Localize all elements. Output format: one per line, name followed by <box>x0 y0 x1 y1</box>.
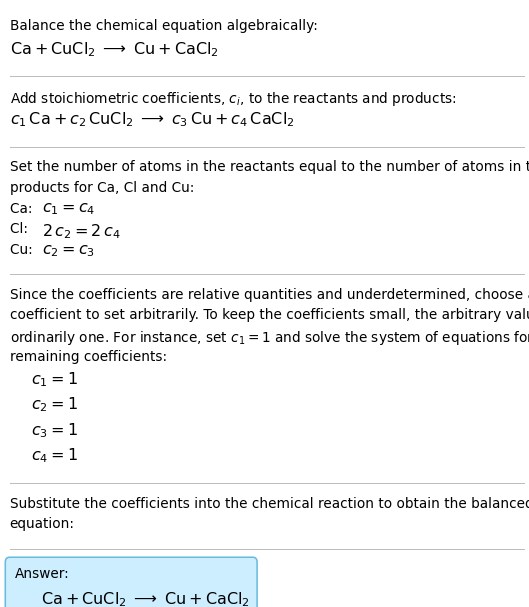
Text: Add stoichiometric coefficients, $c_i$, to the reactants and products:: Add stoichiometric coefficients, $c_i$, … <box>10 90 456 108</box>
Text: $c_3 = 1$: $c_3 = 1$ <box>31 421 77 440</box>
Text: $c_1\,\mathrm{Ca} + c_2\,\mathrm{CuCl_2} \;\longrightarrow\; c_3\,\mathrm{Cu} + : $c_1\,\mathrm{Ca} + c_2\,\mathrm{CuCl_2}… <box>10 110 294 129</box>
Text: $c_1 = 1$: $c_1 = 1$ <box>31 370 77 389</box>
Text: equation:: equation: <box>10 517 75 531</box>
Text: Since the coefficients are relative quantities and underdetermined, choose a: Since the coefficients are relative quan… <box>10 288 529 302</box>
Text: $c_2 = c_3$: $c_2 = c_3$ <box>42 243 95 259</box>
Text: $c_2 = 1$: $c_2 = 1$ <box>31 396 77 415</box>
Text: Cl:: Cl: <box>10 222 37 236</box>
Text: coefficient to set arbitrarily. To keep the coefficients small, the arbitrary va: coefficient to set arbitrarily. To keep … <box>10 308 529 322</box>
Text: $2\,c_2 = 2\,c_4$: $2\,c_2 = 2\,c_4$ <box>42 222 121 241</box>
Text: Set the number of atoms in the reactants equal to the number of atoms in the: Set the number of atoms in the reactants… <box>10 160 529 174</box>
Text: Cu:: Cu: <box>10 243 41 257</box>
Text: $c_4 = 1$: $c_4 = 1$ <box>31 447 77 466</box>
Text: ordinarily one. For instance, set $c_1 = 1$ and solve the system of equations fo: ordinarily one. For instance, set $c_1 =… <box>10 329 529 347</box>
Text: Balance the chemical equation algebraically:: Balance the chemical equation algebraica… <box>10 19 317 33</box>
Text: remaining coefficients:: remaining coefficients: <box>10 350 167 364</box>
FancyBboxPatch shape <box>5 557 257 607</box>
Text: $\mathrm{Ca + CuCl_2 \;\longrightarrow\; Cu + CaCl_2}$: $\mathrm{Ca + CuCl_2 \;\longrightarrow\;… <box>10 40 218 59</box>
Text: Substitute the coefficients into the chemical reaction to obtain the balanced: Substitute the coefficients into the che… <box>10 497 529 510</box>
Text: products for Ca, Cl and Cu:: products for Ca, Cl and Cu: <box>10 181 194 195</box>
Text: Ca:: Ca: <box>10 202 41 215</box>
Text: $c_1 = c_4$: $c_1 = c_4$ <box>42 202 96 217</box>
Text: $\mathrm{Ca + CuCl_2 \;\longrightarrow\; Cu + CaCl_2}$: $\mathrm{Ca + CuCl_2 \;\longrightarrow\;… <box>41 591 250 607</box>
Text: Answer:: Answer: <box>15 567 69 581</box>
